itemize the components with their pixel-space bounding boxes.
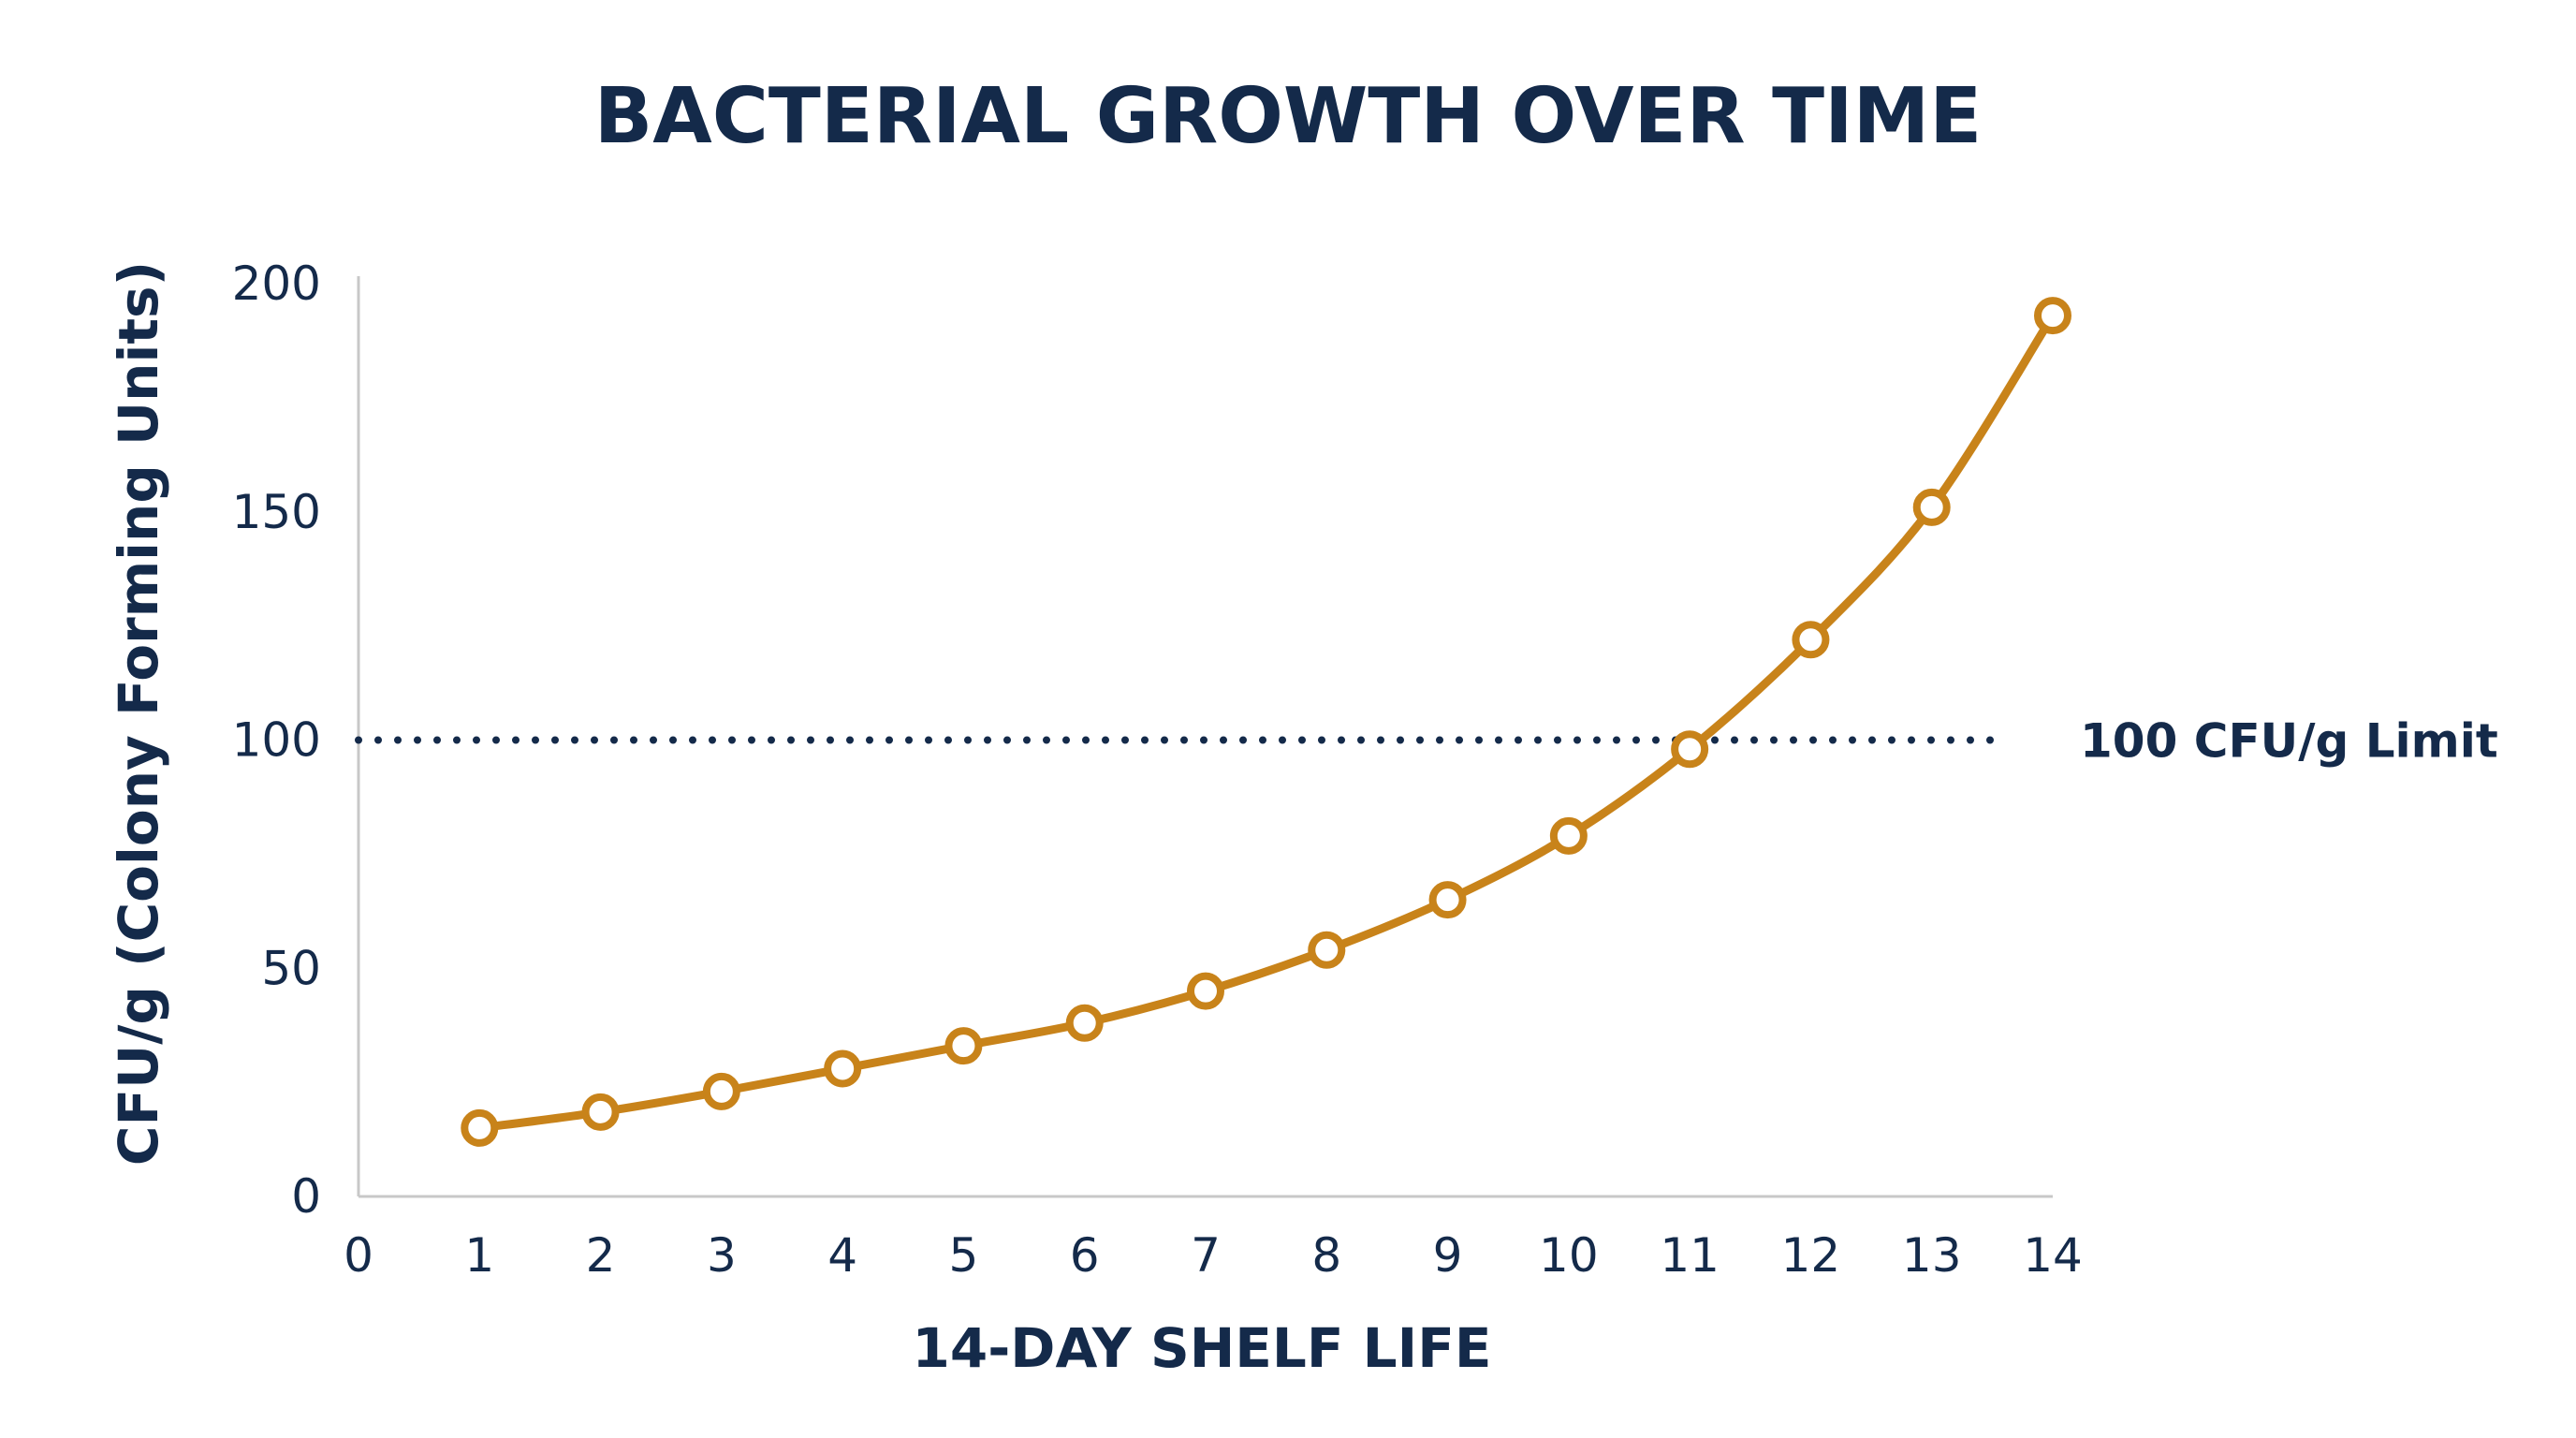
- x-tick-label: 12: [1781, 1228, 1841, 1283]
- data-point: [1308, 931, 1346, 969]
- x-tick-label: 11: [1660, 1228, 1720, 1283]
- y-tick-label: 100: [232, 713, 321, 768]
- x-tick-label: 5: [949, 1228, 979, 1283]
- y-tick-label: 50: [261, 941, 321, 995]
- data-point: [461, 1108, 499, 1147]
- data-point: [2034, 297, 2071, 335]
- data-point: [1912, 488, 1951, 526]
- x-tick-label: 13: [1902, 1228, 1962, 1283]
- y-axis-ticks: 0 50 100 150 200: [232, 257, 321, 1224]
- chart-title: BACTERIAL GROWTH OVER TIME: [594, 72, 1982, 161]
- data-point: [1549, 816, 1588, 855]
- x-axis-title: 14-DAY SHELF LIFE: [913, 1316, 1492, 1380]
- y-axis-title: CFU/g (Colony Forming Units): [107, 261, 170, 1166]
- data-point: [824, 1049, 862, 1088]
- x-tick-label: 1: [464, 1228, 494, 1283]
- x-tick-label: 14: [2023, 1228, 2083, 1283]
- x-tick-label: 4: [827, 1228, 857, 1283]
- x-tick-label: 0: [344, 1228, 373, 1283]
- series-layer: [461, 297, 2071, 1147]
- data-point: [1065, 1004, 1104, 1042]
- y-tick-label: 150: [232, 485, 321, 539]
- x-tick-label: 9: [1433, 1228, 1463, 1283]
- data-point: [1792, 621, 1830, 659]
- x-tick-label: 10: [1539, 1228, 1599, 1283]
- x-tick-label: 8: [1311, 1228, 1341, 1283]
- data-point: [1671, 730, 1709, 769]
- data-point: [1187, 972, 1224, 1010]
- x-tick-label: 3: [707, 1228, 737, 1283]
- x-tick-label: 6: [1070, 1228, 1100, 1283]
- limit-label: 100 CFU/g Limit: [2080, 714, 2498, 769]
- data-point: [944, 1027, 983, 1065]
- series-line: [475, 311, 2057, 1133]
- x-tick-label: 2: [586, 1228, 616, 1283]
- data-point: [1428, 881, 1467, 919]
- data-point: [702, 1072, 740, 1110]
- reference-lines: 100 CFU/g Limit: [355, 714, 2498, 769]
- data-point: [581, 1093, 620, 1131]
- y-tick-label: 0: [291, 1169, 321, 1224]
- y-tick-label: 200: [232, 257, 321, 311]
- x-axis-ticks: 0 1 2 3 4 5 6 7 8 9 10 11 12 13 14: [344, 1228, 2083, 1283]
- x-tick-label: 7: [1191, 1228, 1221, 1283]
